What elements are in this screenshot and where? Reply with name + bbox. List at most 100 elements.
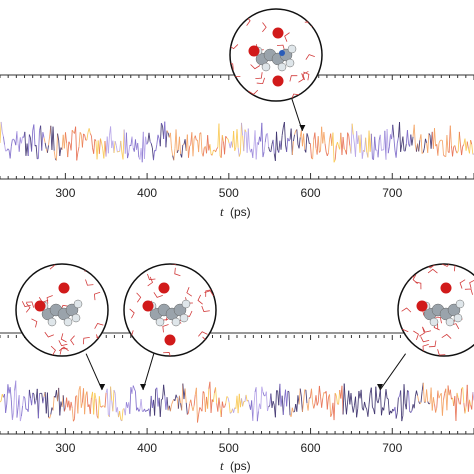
trace-segment: [224, 136, 227, 155]
trace-segment: [426, 389, 429, 402]
trace-segment: [437, 142, 440, 156]
trace-segment: [466, 141, 469, 149]
trace-segment: [471, 392, 474, 410]
trace-segment: [383, 400, 386, 411]
trace-segment: [149, 141, 152, 144]
trace-segment: [467, 399, 470, 412]
trace-segment: [428, 133, 431, 136]
trace-segment: [267, 133, 270, 148]
trace-segment: [146, 142, 149, 145]
trace-segment: [65, 132, 68, 143]
trace-segment: [360, 134, 363, 159]
trace-segment: [413, 396, 416, 409]
trace-segment: [209, 381, 212, 413]
trace-segment: [286, 137, 289, 152]
trace-segment: [413, 124, 416, 145]
trace-segment: [343, 383, 346, 403]
trace-segment: [319, 150, 321, 153]
trace-segment: [261, 122, 264, 158]
trace-segment: [290, 407, 293, 417]
trace-segment: [77, 146, 80, 153]
water-molecule: [413, 330, 419, 341]
trace-segment: [296, 129, 299, 145]
trace-segment: [140, 399, 143, 412]
trace-segment: [210, 399, 213, 413]
trace-segment: [280, 135, 283, 150]
trace-segment: [171, 401, 174, 405]
trace-segment: [238, 393, 241, 408]
trace-segment: [436, 390, 439, 408]
atom: [181, 299, 191, 309]
trace-segment: [449, 125, 452, 147]
trace-segment: [227, 138, 230, 144]
oxygen-atom: [440, 282, 452, 294]
trace-segment: [41, 132, 44, 151]
trace-segment: [79, 132, 82, 135]
water-molecule: [94, 322, 104, 329]
trace-segment: [456, 150, 459, 154]
trace-segment: [443, 154, 445, 157]
trace-segment: [149, 395, 152, 417]
trace-segment: [174, 394, 177, 401]
trace-segment: [239, 122, 242, 153]
trace-segment: [247, 400, 250, 405]
pointer-line: [379, 353, 407, 391]
trace-segment: [176, 149, 179, 154]
trace-segment: [89, 397, 92, 414]
trace-segment: [93, 139, 96, 154]
trace-segment: [464, 406, 467, 414]
trace-segment: [46, 145, 49, 153]
trace-segment: [386, 128, 389, 154]
x-tick-label: 500: [219, 441, 239, 455]
trace-segment: [159, 123, 162, 147]
trace-segment: [386, 397, 389, 400]
water-molecule: [49, 264, 56, 270]
water-molecule: [85, 279, 94, 286]
trace-segment: [44, 142, 47, 149]
trace-segment: [298, 388, 301, 405]
trace-segment: [320, 126, 323, 151]
trace-segment: [387, 146, 390, 154]
trace-segment: [129, 387, 132, 414]
trace-segment: [395, 412, 398, 419]
trace-segment: [332, 132, 335, 163]
x-axis-label: t: [220, 458, 224, 473]
trace-segment: [446, 135, 449, 152]
trace-segment: [407, 390, 409, 392]
trace-segment: [49, 414, 52, 419]
trace-segment: [215, 148, 218, 153]
trace-segment: [243, 129, 246, 152]
trace-segment: [321, 126, 324, 144]
trace-segment: [405, 390, 408, 410]
pointer-arrowhead: [377, 384, 384, 390]
trace-segment: [247, 128, 250, 148]
trace-segment: [125, 132, 128, 159]
trace-segment: [437, 390, 440, 399]
trace-segment: [67, 141, 70, 158]
trace-segment: [350, 123, 353, 154]
atom: [171, 317, 181, 327]
water-molecule: [82, 336, 90, 345]
water-molecule: [230, 62, 234, 70]
trace-segment: [370, 387, 373, 408]
trace-segment: [220, 401, 223, 418]
trace-segment: [221, 401, 224, 408]
trace-segment: [101, 142, 104, 149]
trace-segment: [185, 402, 188, 415]
trace-segment: [113, 141, 116, 153]
trace-segment: [420, 134, 423, 154]
water-molecule: [262, 22, 267, 33]
trace-segment: [53, 150, 56, 159]
trace-segment: [228, 402, 231, 414]
trace-segment: [134, 391, 138, 411]
trace-segment: [322, 392, 325, 399]
trace-segment: [202, 147, 205, 157]
trace-segment: [78, 132, 81, 147]
trace-segment: [33, 393, 36, 405]
trace-segment: [195, 387, 198, 423]
trace-segment: [446, 385, 449, 411]
oxygen-atom: [142, 300, 154, 312]
trace-segment: [41, 393, 44, 404]
trace-segment: [166, 130, 169, 134]
trace-segment: [74, 396, 77, 419]
